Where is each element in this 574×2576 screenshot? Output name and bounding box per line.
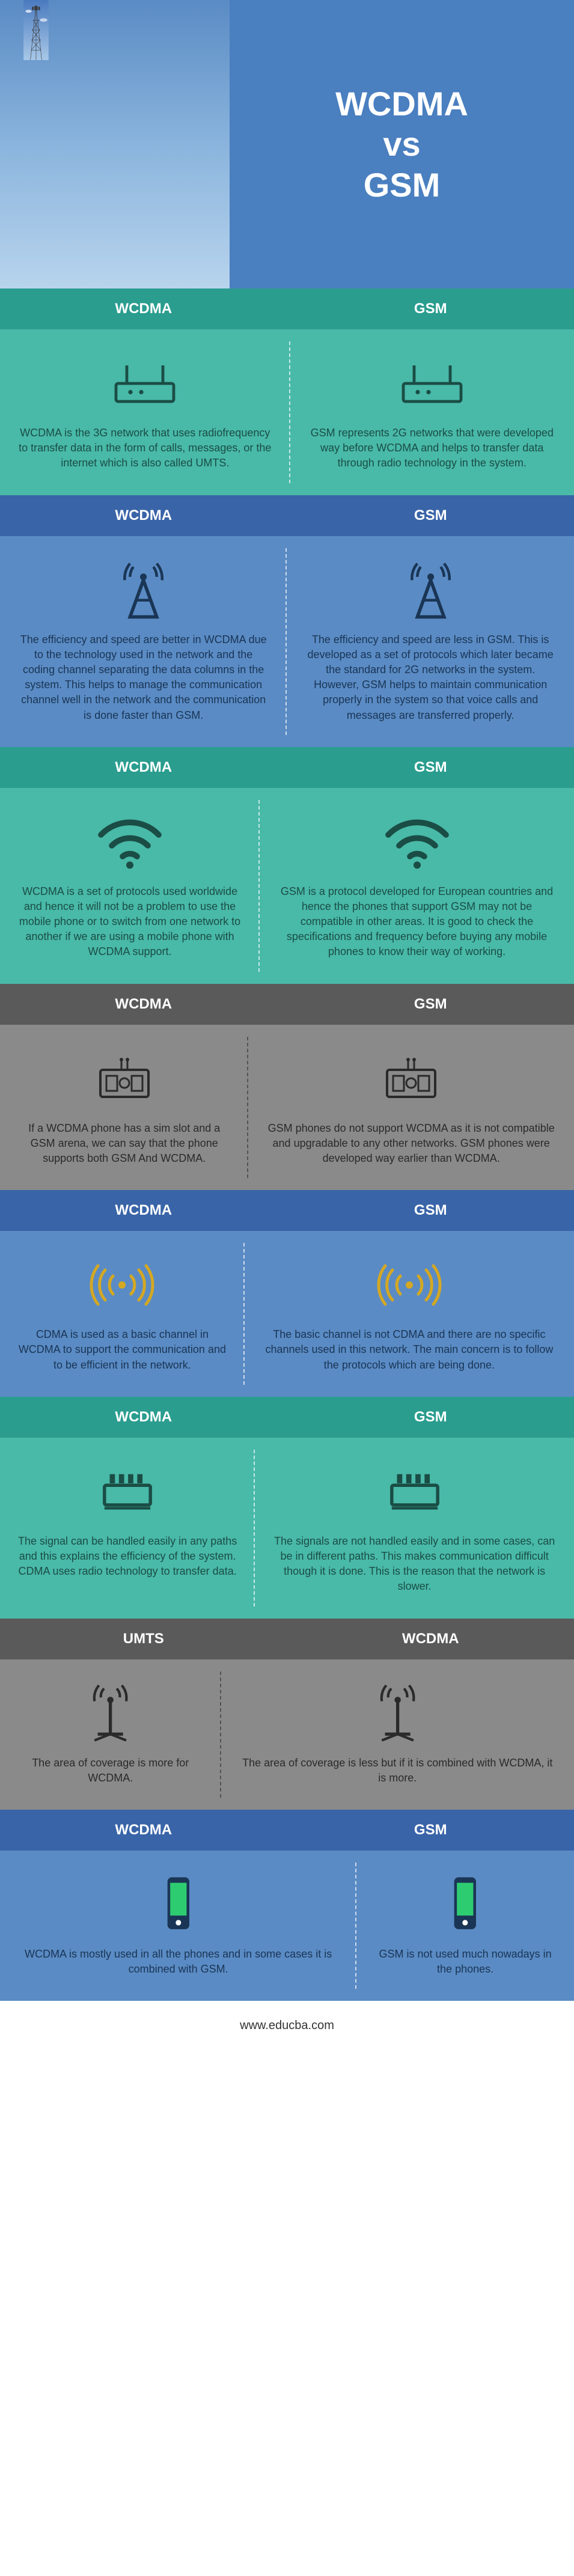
- right-content: GSM phones do not support WCDMA as it is…: [248, 1025, 574, 1191]
- right-text: The efficiency and speed are less in GSM…: [305, 632, 556, 723]
- comparison-section: WCDMA GSM If a WCDMA phone has a sim slo…: [0, 984, 574, 1191]
- section-body-row: WCDMA is the 3G network that uses radiof…: [0, 329, 574, 495]
- tower-icon: [305, 560, 556, 620]
- comparison-section: WCDMA GSM WCDMA is a set of protocols us…: [0, 747, 574, 984]
- section-header-row: WCDMA GSM: [0, 984, 574, 1025]
- left-header: WCDMA: [0, 984, 287, 1025]
- left-content: The efficiency and speed are better in W…: [0, 536, 287, 747]
- left-header: WCDMA: [0, 495, 287, 536]
- section-body-row: CDMA is used as a basic channel in WCDMA…: [0, 1231, 574, 1397]
- tower-illustration: [0, 0, 72, 60]
- left-content: The area of coverage is more for WCDMA.: [0, 1659, 221, 1810]
- antenna-icon: [239, 1683, 557, 1744]
- left-content: The signal can be handled easily in any …: [0, 1438, 255, 1619]
- section-body-row: The area of coverage is more for WCDMA. …: [0, 1659, 574, 1810]
- left-header: WCDMA: [0, 1810, 287, 1851]
- hero-image: [0, 0, 230, 288]
- section-header-row: WCDMA GSM: [0, 747, 574, 788]
- phone-icon: [374, 1875, 556, 1935]
- left-text: The area of coverage is more for WCDMA.: [18, 1756, 203, 1786]
- sim-icon: [266, 1049, 556, 1109]
- section-body-row: WCDMA is mostly used in all the phones a…: [0, 1851, 574, 2001]
- left-text: If a WCDMA phone has a sim slot and a GS…: [18, 1121, 230, 1167]
- left-header: WCDMA: [0, 1190, 287, 1231]
- wifi-icon: [278, 812, 556, 872]
- left-text: WCDMA is the 3G network that uses radiof…: [18, 426, 272, 471]
- right-content: GSM is not used much nowadays in the pho…: [356, 1851, 574, 2001]
- tower-icon: [18, 560, 269, 620]
- comparison-section: WCDMA GSM WCDMA is the 3G network that u…: [0, 288, 574, 495]
- right-header: GSM: [287, 288, 574, 329]
- left-header: WCDMA: [0, 288, 287, 329]
- router-icon: [308, 353, 556, 414]
- left-content: CDMA is used as a basic channel in WCDMA…: [0, 1231, 245, 1397]
- right-text: The basic channel is not CDMA and there …: [263, 1327, 556, 1373]
- phone-icon: [18, 1875, 338, 1935]
- section-header-row: WCDMA GSM: [0, 1190, 574, 1231]
- left-text: The efficiency and speed are better in W…: [18, 632, 269, 723]
- signal-waves-icon: [18, 1255, 227, 1315]
- section-header-row: WCDMA GSM: [0, 288, 574, 329]
- right-text: The area of coverage is less but if it i…: [239, 1756, 557, 1786]
- right-content: The efficiency and speed are less in GSM…: [287, 536, 574, 747]
- right-content: GSM is a protocol developed for European…: [260, 788, 574, 984]
- sim-icon: [18, 1049, 230, 1109]
- section-body-row: WCDMA is a set of protocols used worldwi…: [0, 788, 574, 984]
- footer-url: www.educba.com: [240, 2019, 334, 2032]
- right-content: The area of coverage is less but if it i…: [221, 1659, 574, 1810]
- right-header: GSM: [287, 1810, 574, 1851]
- left-content: If a WCDMA phone has a sim slot and a GS…: [0, 1025, 248, 1191]
- right-text: GSM represents 2G networks that were dev…: [308, 426, 556, 471]
- chip-icon: [273, 1462, 556, 1522]
- wifi-icon: [18, 812, 242, 872]
- left-header: WCDMA: [0, 1397, 287, 1438]
- antenna-icon: [18, 1683, 203, 1744]
- right-text: GSM is not used much nowadays in the pho…: [374, 1947, 556, 1977]
- left-text: CDMA is used as a basic channel in WCDMA…: [18, 1327, 227, 1373]
- section-header-row: WCDMA GSM: [0, 1810, 574, 1851]
- section-header-row: WCDMA GSM: [0, 1397, 574, 1438]
- left-header: WCDMA: [0, 747, 287, 788]
- footer: www.educba.com: [0, 2001, 574, 2051]
- left-content: WCDMA is a set of protocols used worldwi…: [0, 788, 260, 984]
- left-text: WCDMA is a set of protocols used worldwi…: [18, 884, 242, 960]
- page-title: WCDMAvsGSM: [335, 84, 468, 205]
- right-content: The signals are not handled easily and i…: [255, 1438, 574, 1619]
- right-text: GSM phones do not support WCDMA as it is…: [266, 1121, 556, 1167]
- comparison-section: WCDMA GSM CDMA is used as a basic channe…: [0, 1190, 574, 1397]
- router-icon: [18, 353, 272, 414]
- left-content: WCDMA is the 3G network that uses radiof…: [0, 329, 290, 495]
- comparison-section: WCDMA GSM The signal can be handled easi…: [0, 1397, 574, 1619]
- right-text: GSM is a protocol developed for European…: [278, 884, 556, 960]
- page-title-block: WCDMAvsGSM: [230, 0, 574, 288]
- right-header: GSM: [287, 495, 574, 536]
- right-header: GSM: [287, 984, 574, 1025]
- right-header: GSM: [287, 1190, 574, 1231]
- section-body-row: The signal can be handled easily in any …: [0, 1438, 574, 1619]
- right-content: GSM represents 2G networks that were dev…: [290, 329, 574, 495]
- section-header-row: UMTS WCDMA: [0, 1619, 574, 1659]
- comparison-section: WCDMA GSM The efficiency and speed are b…: [0, 495, 574, 747]
- left-content: WCDMA is mostly used in all the phones a…: [0, 1851, 356, 2001]
- right-header: WCDMA: [287, 1619, 574, 1659]
- signal-waves-icon: [263, 1255, 556, 1315]
- section-body-row: The efficiency and speed are better in W…: [0, 536, 574, 747]
- right-header: GSM: [287, 747, 574, 788]
- comparison-section: WCDMA GSM WCDMA is mostly used in all th…: [0, 1810, 574, 2001]
- right-content: The basic channel is not CDMA and there …: [245, 1231, 574, 1397]
- section-header-row: WCDMA GSM: [0, 495, 574, 536]
- hero-section: WCDMAvsGSM: [0, 0, 574, 288]
- section-body-row: If a WCDMA phone has a sim slot and a GS…: [0, 1025, 574, 1191]
- chip-icon: [18, 1462, 237, 1522]
- left-text: WCDMA is mostly used in all the phones a…: [18, 1947, 338, 1977]
- left-text: The signal can be handled easily in any …: [18, 1534, 237, 1579]
- comparison-section: UMTS WCDMA The area of coverage is more …: [0, 1619, 574, 1810]
- sections-container: WCDMA GSM WCDMA is the 3G network that u…: [0, 288, 574, 2001]
- left-header: UMTS: [0, 1619, 287, 1659]
- right-header: GSM: [287, 1397, 574, 1438]
- right-text: The signals are not handled easily and i…: [273, 1534, 556, 1595]
